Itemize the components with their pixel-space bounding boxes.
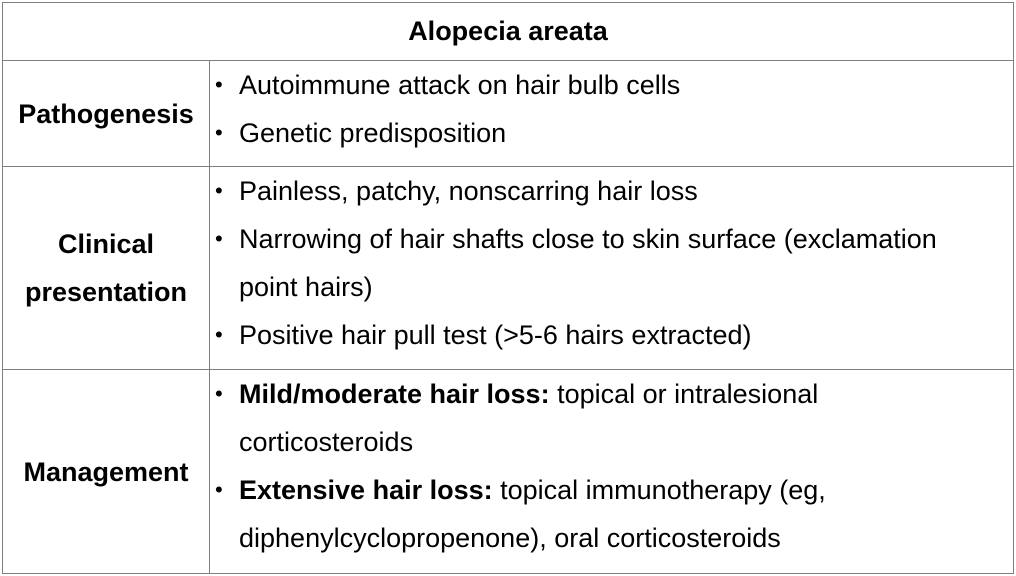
row-content-management: • Mild/moderate hair loss: topical or int… (209, 369, 1014, 574)
row-label-line: Management (23, 456, 189, 487)
title-row: Alopecia areata (2, 2, 1014, 61)
list-item: • Positive hair pull test (>5-6 hairs ext… (210, 311, 1013, 359)
list-item: • Extensive hair loss: topical immunother… (210, 466, 1013, 562)
item-bold-lead: Extensive hair loss: (239, 475, 493, 505)
row-content-clinical-presentation: • Painless, patchy, nonscarring hair loss… (209, 166, 1014, 370)
row-label-line: Clinical (57, 229, 155, 259)
bullet-icon: • (215, 381, 223, 406)
table-title: Alopecia areata (2, 2, 1014, 61)
list-item: • Genetic predisposition (210, 109, 1013, 157)
bullet-icon: • (215, 120, 223, 145)
table-row: Clinical presentation • Painless, patchy,… (2, 166, 1014, 370)
row-label-pathogenesis: Pathogenesis (2, 60, 210, 167)
table-row: Pathogenesis • Autoimmune attack on hair … (2, 60, 1014, 167)
bullet-icon: • (215, 178, 223, 203)
row-label-management: Management (2, 369, 210, 574)
item-text: topical immunotherapy (eg, diphenylcyclo… (239, 475, 826, 553)
bullet-list: • Mild/moderate hair loss: topical or int… (210, 370, 1013, 562)
bullet-list: • Autoimmune attack on hair bulb cells • G… (210, 61, 1013, 157)
bullet-list: • Painless, patchy, nonscarring hair loss… (210, 167, 1013, 359)
table-row: Management • Mild/moderate hair loss: top… (2, 369, 1014, 574)
item-text: Painless, patchy, nonscarring hair loss (239, 176, 698, 206)
item-text: Narrowing of hair shafts close to skin s… (239, 224, 937, 302)
bullet-icon: • (215, 226, 223, 251)
bullet-icon: • (215, 322, 223, 347)
item-text: Positive hair pull test (>5-6 hairs extr… (239, 320, 752, 350)
row-label-line: presentation (24, 277, 188, 307)
item-bold-lead: Mild/moderate hair loss: (239, 379, 550, 409)
item-text: topical or intralesional corticosteroids (239, 379, 819, 457)
item-text: Genetic predisposition (239, 118, 507, 148)
list-item: • Painless, patchy, nonscarring hair loss (210, 167, 1013, 215)
bullet-icon: • (215, 72, 223, 97)
row-content-pathogenesis: • Autoimmune attack on hair bulb cells • G… (209, 60, 1014, 167)
list-item: • Autoimmune attack on hair bulb cells (210, 61, 1013, 109)
list-item: • Narrowing of hair shafts close to skin … (210, 215, 1013, 311)
bullet-icon: • (215, 477, 223, 502)
list-item: • Mild/moderate hair loss: topical or int… (210, 370, 1013, 466)
row-label-clinical-presentation: Clinical presentation (2, 166, 210, 370)
item-text: Autoimmune attack on hair bulb cells (239, 70, 681, 100)
row-label-line: Pathogenesis (18, 98, 194, 129)
